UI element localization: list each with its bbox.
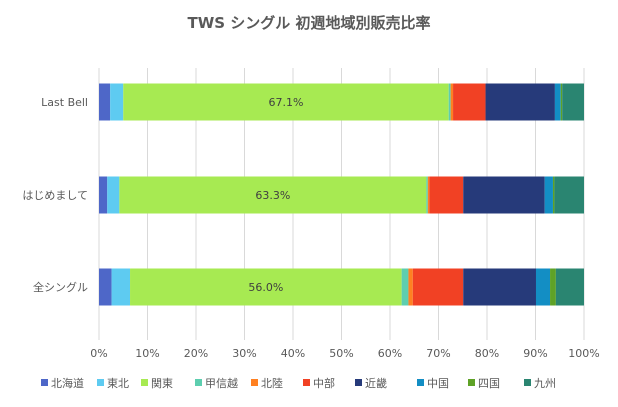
bar-segment-近畿	[485, 83, 555, 121]
legend-label: 北陸	[261, 377, 283, 390]
legend-swatch	[468, 379, 475, 386]
x-tick-label: 90%	[523, 347, 547, 360]
legend-label: 関東	[151, 377, 173, 390]
data-label: 67.1%	[268, 96, 303, 109]
bar-segment-近畿	[463, 268, 536, 306]
bar-segment-中部	[412, 268, 464, 306]
legend-label: 東北	[107, 377, 129, 390]
category-label: 全シングル	[33, 280, 88, 294]
bar-segment-甲信越	[448, 83, 451, 121]
x-tick-label: 30%	[232, 347, 256, 360]
legend-label: 中部	[313, 376, 335, 390]
legend-swatch	[303, 379, 310, 386]
x-tick-label: 60%	[378, 347, 402, 360]
category-label: Last Bell	[41, 96, 88, 109]
bar-segment-関東	[130, 268, 402, 306]
legend-swatch	[195, 379, 202, 386]
legend-label: 九州	[534, 377, 556, 390]
legend-item: 甲信越	[195, 376, 238, 390]
bar-segment-関東	[123, 83, 449, 121]
bar-segment-近畿	[463, 176, 545, 214]
bar-segment-九州	[562, 83, 584, 121]
data-label: 56.0%	[248, 281, 283, 294]
legend-item: 東北	[97, 377, 129, 390]
bar-segment-東北	[111, 268, 131, 306]
bar-segment-中国	[554, 83, 561, 121]
legend-item: 九州	[524, 377, 556, 390]
bar-segment-九州	[555, 268, 584, 306]
x-tick-label: 100%	[568, 347, 599, 360]
bar-segment-北海道	[99, 268, 112, 306]
legend-item: 北陸	[251, 377, 283, 390]
bar-segment-北海道	[99, 176, 108, 214]
data-label: 63.3%	[255, 189, 290, 202]
x-tick-label: 0%	[90, 347, 107, 360]
legend-item: 四国	[468, 377, 500, 390]
bar-segment-北陸	[408, 268, 413, 306]
legend-swatch	[41, 379, 48, 386]
legend-swatch	[251, 379, 258, 386]
x-tick-label: 20%	[184, 347, 208, 360]
bar-segment-四国	[552, 176, 555, 214]
category-label: はじめまして	[22, 189, 88, 202]
legend-swatch	[355, 379, 362, 386]
legend-item: 中国	[417, 377, 449, 390]
legend-swatch	[97, 379, 104, 386]
x-tick-label: 70%	[426, 347, 450, 360]
legend-item: 近畿	[355, 376, 387, 390]
bar-segment-甲信越	[426, 176, 428, 214]
x-tick-label: 50%	[329, 347, 353, 360]
bar-segment-北陸	[450, 83, 454, 121]
legend-label: 甲信越	[205, 376, 238, 390]
bar-segment-関東	[119, 176, 427, 214]
bar-segment-中国	[544, 176, 553, 214]
x-tick-label: 80%	[475, 347, 499, 360]
bar-segment-北陸	[427, 176, 430, 214]
bar-segment-甲信越	[401, 268, 409, 306]
legend-label: 中国	[427, 377, 449, 390]
bar-segment-中部	[453, 83, 486, 121]
bar-segment-四国	[550, 268, 556, 306]
bar-segment-中部	[429, 176, 464, 214]
bar-segment-四国	[560, 83, 563, 121]
legend-swatch	[141, 379, 148, 386]
bar-segment-東北	[107, 176, 120, 214]
bar-segment-北海道	[99, 83, 111, 121]
legend-label: 四国	[478, 377, 500, 390]
legend-label: 近畿	[365, 376, 387, 390]
bar-segment-東北	[110, 83, 124, 121]
x-tick-label: 10%	[135, 347, 159, 360]
legend-swatch	[417, 379, 424, 386]
legend-item: 北海道	[41, 376, 84, 390]
legend-item: 中部	[303, 376, 335, 390]
chart-title: TWS シングル 初週地域別販売比率	[187, 14, 430, 32]
x-tick-label: 40%	[281, 347, 305, 360]
legend-swatch	[524, 379, 531, 386]
legend-item: 関東	[141, 377, 173, 390]
legend-label: 北海道	[51, 376, 84, 390]
bar-segment-中国	[535, 268, 551, 306]
bar-segment-九州	[554, 176, 584, 214]
